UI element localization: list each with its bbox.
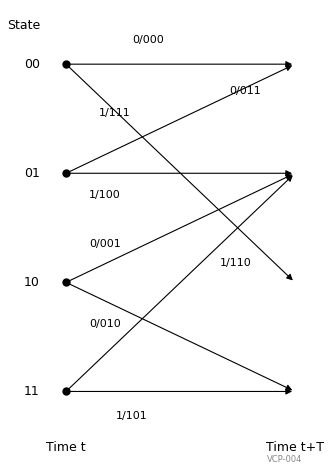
Text: VCP-004: VCP-004 xyxy=(267,455,303,464)
Text: Time t+T: Time t+T xyxy=(266,440,324,454)
Text: 1/111: 1/111 xyxy=(99,108,131,118)
Text: 1/100: 1/100 xyxy=(89,190,121,200)
Text: 1/101: 1/101 xyxy=(116,411,147,421)
Text: 0/001: 0/001 xyxy=(89,239,121,249)
Text: 0/010: 0/010 xyxy=(89,319,121,329)
Text: 0/000: 0/000 xyxy=(132,34,164,44)
Text: 11: 11 xyxy=(24,385,40,398)
Text: 0/011: 0/011 xyxy=(229,86,261,96)
Text: 10: 10 xyxy=(24,276,40,289)
Text: 1/110: 1/110 xyxy=(220,258,251,268)
Text: 01: 01 xyxy=(24,167,40,180)
Text: 00: 00 xyxy=(24,58,40,71)
Text: State: State xyxy=(7,19,40,33)
Text: Time t: Time t xyxy=(46,440,86,454)
